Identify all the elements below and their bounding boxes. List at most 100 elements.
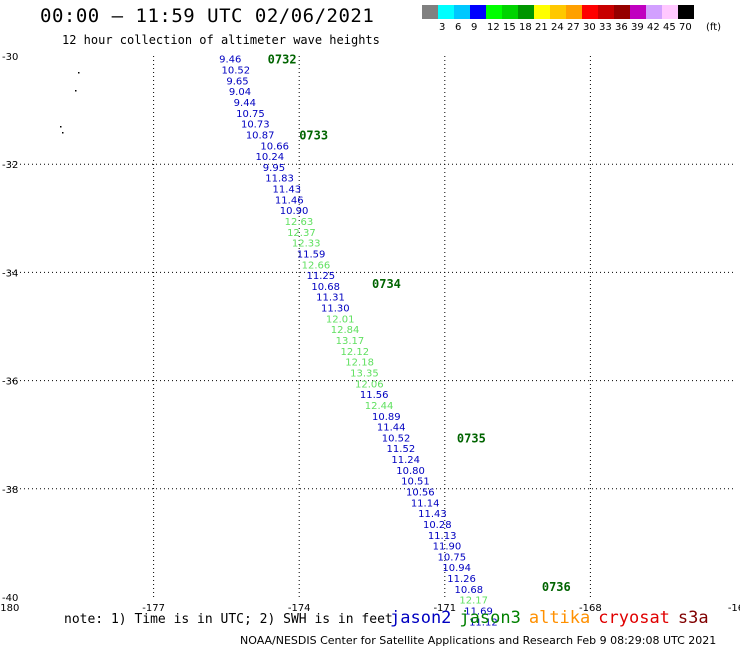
lat-tick-label: -38 — [2, 485, 18, 496]
wave-height-label: 10.94 — [442, 563, 471, 574]
legend-swatch: 27 — [566, 5, 582, 33]
island-dot — [75, 90, 77, 92]
wave-height-label: 9.95 — [263, 163, 285, 174]
legend-swatch-label: 6 — [455, 22, 462, 33]
legend-swatch-label: 30 — [583, 22, 596, 33]
wave-height-label: 11.25 — [306, 271, 335, 282]
wave-height-label: 10.56 — [406, 488, 435, 499]
lon-tick-label: -168 — [579, 603, 602, 614]
legend-swatch-label: 39 — [631, 22, 644, 33]
wave-height-label: 10.90 — [280, 206, 309, 217]
legend-swatch: 12 — [486, 5, 502, 33]
wave-height-label: 11.52 — [387, 444, 416, 455]
wave-height-label: 12.12 — [340, 347, 369, 358]
legend-swatch: 30 — [582, 5, 598, 33]
lon-tick-label: -180 — [0, 603, 19, 614]
lon-tick-label: -16 — [728, 603, 740, 614]
legend-swatch: 6 — [454, 5, 470, 33]
page-title: 00:00 – 11:59 UTC 02/06/2021 — [40, 5, 375, 27]
legend-swatch-label: 21 — [535, 22, 548, 33]
legend-swatch: 21 — [534, 5, 550, 33]
wave-height-label: 11.69 — [464, 607, 493, 618]
wave-height-label: 10.87 — [246, 130, 275, 141]
island-dot — [62, 132, 64, 134]
wave-height-label: 10.75 — [236, 109, 265, 120]
wave-height-label: 9.04 — [229, 87, 251, 98]
satellite-name-cryosat: cryosat — [598, 608, 670, 628]
wave-height-label: 11.59 — [297, 249, 326, 260]
wave-height-label: 12.84 — [331, 325, 360, 336]
satellite-name-jason2: jason2 — [390, 608, 452, 628]
wave-height-label: 13.17 — [336, 336, 365, 347]
pass-time-label: 0736 — [542, 580, 571, 594]
legend-swatch-label: 18 — [519, 22, 532, 33]
legend-swatch: 36 — [614, 5, 630, 33]
wave-height-label: 12.63 — [285, 217, 314, 228]
legend-swatch-label: 15 — [503, 22, 516, 33]
wave-height-label: 11.90 — [433, 542, 462, 553]
wave-height-label: 10.80 — [396, 466, 425, 477]
wave-height-label: 10.51 — [401, 477, 430, 488]
lat-tick-label: -34 — [2, 268, 18, 279]
legend-swatch-label: 42 — [647, 22, 660, 33]
wave-height-label: 13.35 — [350, 368, 379, 379]
legend-swatch: 33 — [598, 5, 614, 33]
lat-tick-label: -32 — [2, 160, 18, 171]
page-subtitle: 12 hour collection of altimeter wave hei… — [62, 33, 380, 47]
satellite-legend: jason2 jason3 altika cryosat s3a — [390, 608, 709, 628]
legend-swatch-label: 24 — [551, 22, 564, 33]
wave-height-label: 11.14 — [411, 498, 440, 509]
wave-height-label: 12.17 — [459, 596, 488, 607]
wave-height-label: 11.12 — [469, 617, 498, 628]
legend-swatch: 24 — [550, 5, 566, 33]
wave-height-label: 11.24 — [391, 455, 420, 466]
legend-swatch: 18 — [518, 5, 534, 33]
legend-swatch-label: 12 — [487, 22, 500, 33]
wave-height-label: 12.18 — [345, 358, 374, 369]
legend-swatch-label: 36 — [615, 22, 628, 33]
wave-height-label: 10.24 — [256, 152, 285, 163]
wave-height-label: 12.33 — [292, 239, 321, 250]
island-dot — [78, 72, 80, 74]
wave-height-label: 11.31 — [316, 293, 345, 304]
legend-swatch-label: 3 — [439, 22, 446, 33]
legend-swatch-label: 45 — [663, 22, 676, 33]
legend-swatch-label: 27 — [567, 22, 580, 33]
wave-height-label: 9.65 — [226, 76, 248, 87]
legend-swatch: 9 — [470, 5, 486, 33]
legend-swatch: 42 — [646, 5, 662, 33]
legend-swatch: 39 — [630, 5, 646, 33]
legend-swatch-label: 33 — [599, 22, 612, 33]
wave-height-label: 10.28 — [423, 520, 452, 531]
wave-height-label: 9.46 — [219, 55, 241, 66]
wave-height-label: 11.83 — [265, 174, 294, 185]
legend-swatch — [422, 5, 438, 19]
wave-height-label: 11.43 — [273, 185, 302, 196]
pass-time-label: 0735 — [457, 431, 486, 445]
lat-tick-label: -36 — [2, 377, 18, 388]
pass-time-label: 0734 — [372, 277, 401, 291]
satellite-name-jason3: jason3 — [459, 608, 521, 628]
wave-height-label: 11.43 — [418, 509, 447, 520]
lon-tick-label: -177 — [142, 603, 165, 614]
wave-height-label: 10.89 — [372, 412, 401, 423]
legend-swatch-label: 70 — [679, 22, 692, 33]
lon-tick-label: -171 — [433, 603, 456, 614]
legend-unit: (ft) — [706, 22, 722, 33]
wave-height-label: 10.68 — [455, 585, 484, 596]
wave-height-label: 10.68 — [311, 282, 340, 293]
pass-time-label: 0733 — [299, 128, 328, 142]
wave-height-label: 11.26 — [447, 574, 476, 585]
legend-swatch: 15 — [502, 5, 518, 33]
color-legend: 3 6 9 12 15 18 21 24 27 30 33 36 39 42 45 70 — [422, 5, 694, 33]
legend-swatch: 70 — [678, 5, 694, 33]
wave-height-label: 11.56 — [360, 390, 389, 401]
legend-swatch: 3 — [438, 5, 454, 33]
wave-height-label: 10.75 — [438, 552, 467, 563]
footer-note: note: 1) Time is in UTC; 2) SWH is in fe… — [64, 612, 393, 627]
lat-tick-label: -30 — [2, 52, 18, 63]
wave-height-label: 11.46 — [275, 195, 304, 206]
legend-swatch: 45 — [662, 5, 678, 33]
wave-height-label: 9.44 — [234, 98, 256, 109]
